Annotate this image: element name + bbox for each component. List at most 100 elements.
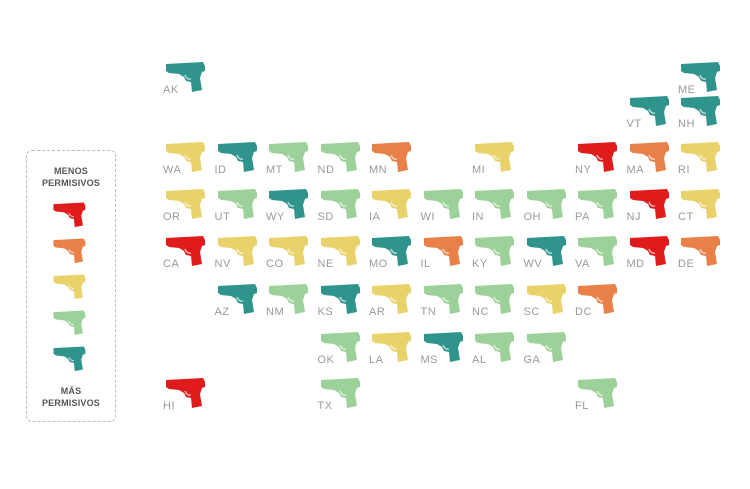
state-abbr-label: AK (163, 84, 179, 96)
state-abbr-label: NY (575, 164, 592, 176)
state-abbr-label: WY (266, 211, 285, 223)
state-abbr-label: ID (214, 164, 227, 176)
legend-top-label-line2: PERMISIVOS (41, 178, 100, 188)
state-tile-ky[interactable]: KY (472, 232, 516, 278)
state-tile-fl[interactable]: FL (575, 374, 619, 420)
state-tile-az[interactable]: AZ (215, 280, 259, 326)
state-tile-nh[interactable]: NH (678, 92, 722, 138)
state-tile-ok[interactable]: OK (318, 328, 362, 374)
state-tile-mi[interactable]: MI (472, 138, 516, 184)
state-tile-md[interactable]: MD (627, 232, 671, 278)
state-tile-sc[interactable]: SC (524, 280, 568, 326)
state-tile-tn[interactable]: TN (421, 280, 465, 326)
state-tile-la[interactable]: LA (369, 328, 413, 374)
state-tile-ak[interactable]: AK (163, 58, 207, 104)
state-tile-or[interactable]: OR (163, 185, 207, 231)
state-tile-ne[interactable]: NE (318, 232, 362, 278)
state-abbr-label: GA (523, 354, 541, 366)
state-tile-va[interactable]: VA (575, 232, 619, 278)
state-tile-id[interactable]: ID (215, 138, 259, 184)
state-abbr-label: UT (214, 211, 231, 223)
state-abbr-label: WA (163, 164, 182, 176)
state-abbr-label: LA (369, 354, 384, 366)
state-tile-mn[interactable]: MN (369, 138, 413, 184)
state-tile-ri[interactable]: RI (678, 138, 722, 184)
state-abbr-label: MI (472, 164, 486, 176)
state-tile-mo[interactable]: MO (369, 232, 413, 278)
legend: MENOS PERMISIVOS MÁS PERMISIVOS (26, 150, 116, 422)
state-tile-ia[interactable]: IA (369, 185, 413, 231)
state-abbr-label: SC (523, 306, 540, 318)
state-tile-dc[interactable]: DC (575, 280, 619, 326)
state-abbr-label: KS (317, 306, 334, 318)
state-abbr-label: CA (163, 258, 180, 270)
state-abbr-label: DC (575, 306, 592, 318)
state-abbr-label: AZ (214, 306, 230, 318)
state-abbr-label: NE (317, 258, 334, 270)
state-abbr-label: CT (678, 211, 694, 223)
state-tile-co[interactable]: CO (266, 232, 310, 278)
state-abbr-label: FL (575, 400, 589, 412)
state-tile-wv[interactable]: WV (524, 232, 568, 278)
state-abbr-label: ME (678, 84, 696, 96)
state-abbr-label: NM (266, 306, 285, 318)
state-abbr-label: ND (317, 164, 335, 176)
state-abbr-label: OR (163, 211, 181, 223)
state-tile-in[interactable]: IN (472, 185, 516, 231)
state-tile-ms[interactable]: MS (421, 328, 465, 374)
state-tile-wy[interactable]: WY (266, 185, 310, 231)
state-abbr-label: CO (266, 258, 284, 270)
legend-top-label-line1: MENOS (53, 166, 88, 176)
state-abbr-label: WV (523, 258, 543, 270)
state-tile-mt[interactable]: MT (266, 138, 310, 184)
state-tile-pa[interactable]: PA (575, 185, 619, 231)
state-abbr-label: NH (678, 118, 695, 130)
state-abbr-label: MO (369, 258, 388, 270)
state-abbr-label: IA (369, 211, 381, 223)
state-abbr-label: SD (317, 211, 334, 223)
state-tile-me[interactable]: ME (678, 58, 722, 104)
state-tile-wi[interactable]: WI (421, 185, 465, 231)
state-tile-ny[interactable]: NY (575, 138, 619, 184)
legend-level-1-icon (51, 199, 87, 229)
state-tile-ut[interactable]: UT (215, 185, 259, 231)
state-abbr-label: IN (472, 211, 484, 223)
state-tile-ks[interactable]: KS (318, 280, 362, 326)
state-abbr-label: MA (626, 164, 644, 176)
state-tile-ca[interactable]: CA (163, 232, 207, 278)
state-abbr-label: AL (472, 354, 487, 366)
state-tile-de[interactable]: DE (678, 232, 722, 278)
state-abbr-label: HI (163, 400, 175, 412)
legend-bottom-label: MÁS PERMISIVOS (27, 385, 115, 409)
state-abbr-label: IL (420, 258, 431, 270)
legend-level-3-icon (51, 271, 87, 301)
state-abbr-label: MN (369, 164, 388, 176)
state-abbr-label: DE (678, 258, 695, 270)
state-abbr-label: MD (626, 258, 645, 270)
state-tile-ga[interactable]: GA (524, 328, 568, 374)
state-tile-nv[interactable]: NV (215, 232, 259, 278)
state-tile-tx[interactable]: TX (318, 374, 362, 420)
state-tile-vt[interactable]: VT (627, 92, 671, 138)
legend-top-label: MENOS PERMISIVOS (27, 165, 115, 189)
state-tile-oh[interactable]: OH (524, 185, 568, 231)
state-tile-sd[interactable]: SD (318, 185, 362, 231)
state-tile-nm[interactable]: NM (266, 280, 310, 326)
state-abbr-label: MS (420, 354, 438, 366)
state-tile-hi[interactable]: HI (163, 374, 207, 420)
state-abbr-label: AR (369, 306, 386, 318)
state-tile-ct[interactable]: CT (678, 185, 722, 231)
state-tile-nc[interactable]: NC (472, 280, 516, 326)
state-tile-wa[interactable]: WA (163, 138, 207, 184)
state-tile-ar[interactable]: AR (369, 280, 413, 326)
state-tile-nj[interactable]: NJ (627, 185, 671, 231)
state-tile-il[interactable]: IL (421, 232, 465, 278)
state-abbr-label: NV (214, 258, 231, 270)
state-abbr-label: OK (317, 354, 335, 366)
state-tile-ma[interactable]: MA (627, 138, 671, 184)
state-tile-al[interactable]: AL (472, 328, 516, 374)
legend-bottom-label-line2: PERMISIVOS (41, 398, 100, 408)
legend-bottom-label-line1: MÁS (60, 386, 82, 396)
state-tile-nd[interactable]: ND (318, 138, 362, 184)
state-abbr-label: PA (575, 211, 590, 223)
